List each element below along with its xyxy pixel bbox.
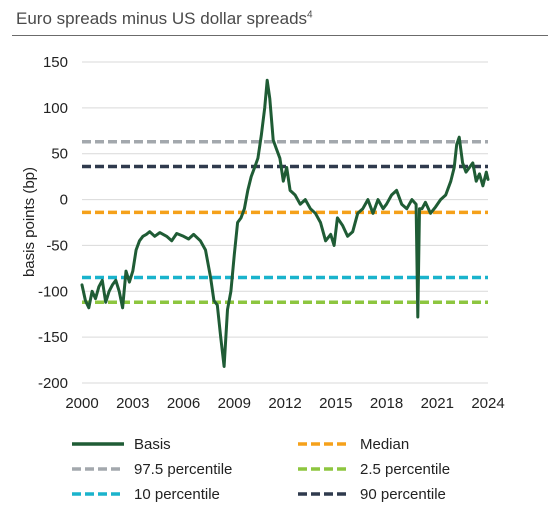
legend-item-basis: Basis	[72, 436, 171, 453]
legend-item-median: Median	[298, 436, 409, 453]
reference-lines	[82, 140, 488, 305]
legend-item-p90: 90 percentile	[298, 486, 446, 503]
title-footnote: 4	[307, 9, 313, 21]
legend-label-median: Median	[360, 436, 409, 453]
gridlines	[82, 61, 488, 384]
series-layer	[80, 78, 490, 368]
y-axis-label: basis points (bp)	[21, 167, 38, 277]
y-tick-label: -200	[38, 375, 68, 392]
x-tick-label: 2006	[167, 395, 200, 412]
x-tick-label: 2015	[319, 395, 352, 412]
chart-title: Euro spreads minus US dollar spreads4	[16, 9, 313, 29]
y-tick-labels: -200 -150 -100 -50 0 50 100 150	[38, 54, 68, 392]
legend-label-p25: 2.5 percentile	[360, 461, 450, 478]
legend: Basis Median 97.5 percentile 2.5 percentile…	[72, 436, 450, 503]
y-tick-label: -50	[46, 237, 68, 254]
x-tick-label: 2024	[471, 395, 504, 412]
legend-item-p975: 97.5 percentile	[72, 461, 232, 478]
legend-label-p90: 90 percentile	[360, 486, 446, 503]
series-line-basis	[80, 78, 490, 368]
legend-item-p10: 10 percentile	[72, 486, 220, 503]
y-tick-label: 50	[51, 146, 68, 163]
x-tick-label: 2012	[268, 395, 301, 412]
legend-item-p25: 2.5 percentile	[298, 461, 450, 478]
y-tick-label: 0	[60, 192, 68, 209]
y-tick-label: -150	[38, 329, 68, 346]
legend-label-basis: Basis	[134, 436, 171, 453]
x-tick-label: 2018	[370, 395, 403, 412]
y-tick-label: 150	[43, 54, 68, 71]
legend-label-p975: 97.5 percentile	[134, 461, 232, 478]
x-tick-label: 2003	[116, 395, 149, 412]
y-tick-label: -100	[38, 283, 68, 300]
chart-title-text: Euro spreads minus US dollar spreads	[16, 9, 308, 28]
x-tick-label: 2000	[65, 395, 98, 412]
y-tick-label: 100	[43, 100, 68, 117]
x-tick-labels: 2000 2003 2006 2009 2012 2015 2018 2021 2024	[65, 395, 504, 412]
legend-label-p10: 10 percentile	[134, 486, 220, 503]
x-tick-label: 2009	[218, 395, 251, 412]
title-divider	[12, 35, 548, 36]
x-tick-label: 2021	[421, 395, 454, 412]
